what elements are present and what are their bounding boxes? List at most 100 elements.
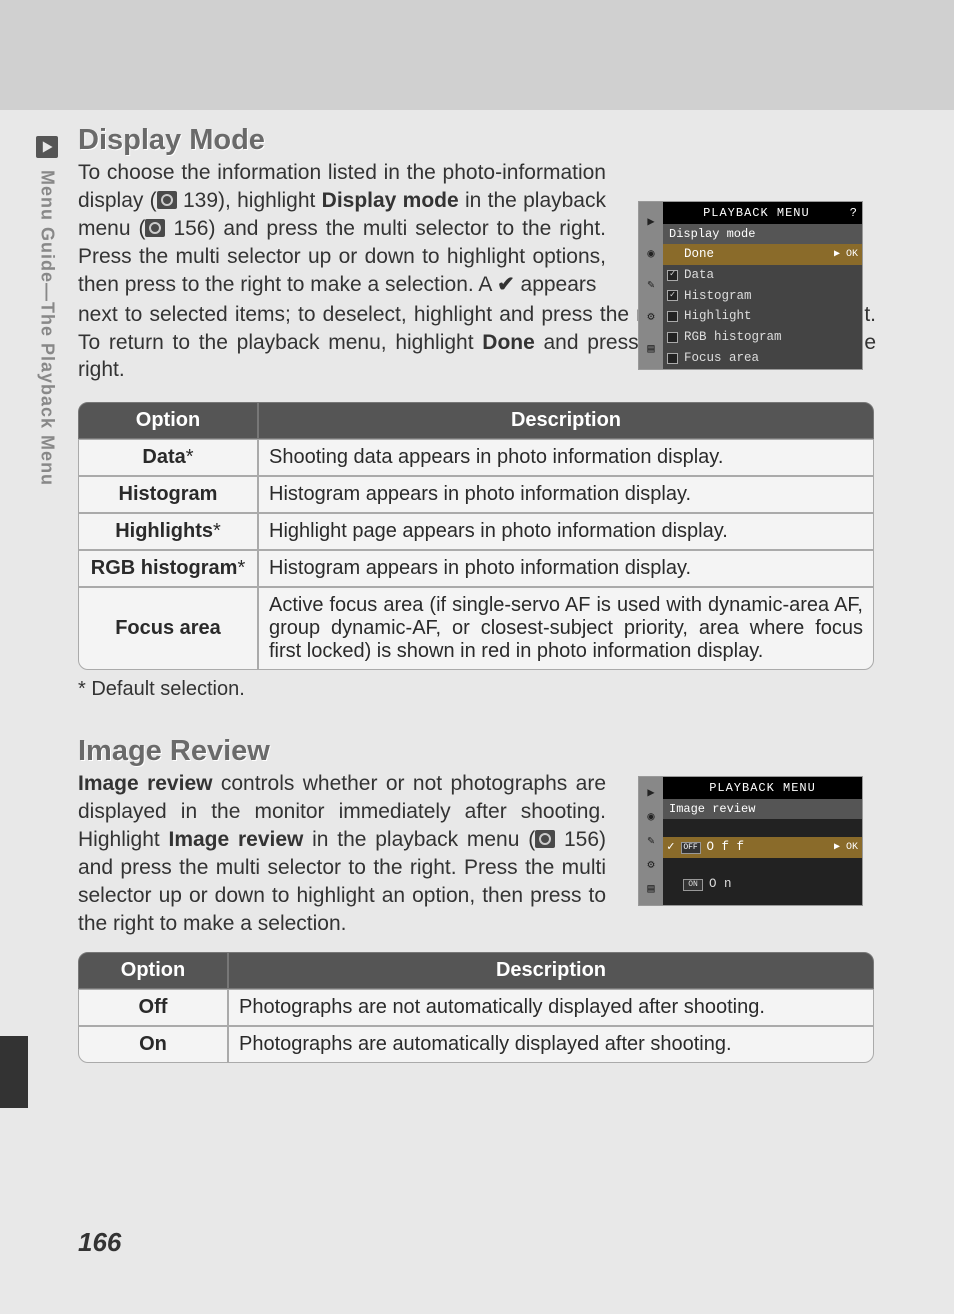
page-edge-tab <box>0 1036 28 1108</box>
display-mode-paragraph-1: To choose the information listed in the … <box>78 159 606 299</box>
lcd-title: PLAYBACK MENU <box>663 777 862 799</box>
opt-cell: Highlights* <box>78 513 258 550</box>
lcd-item-focus: Focus area <box>663 348 862 369</box>
text: RGB histogram <box>684 328 782 347</box>
lcd-title: PLAYBACK MENU ? <box>663 202 862 224</box>
checkbox-icon <box>667 353 678 364</box>
page-content: Display Mode To choose the information l… <box>78 124 876 1063</box>
table-row: Focus area Active focus area (if single-s… <box>78 587 874 670</box>
lcd-subtitle: Display mode <box>663 224 862 244</box>
sidebar-label: Menu Guide—The Playback Menu <box>37 170 58 486</box>
bold-image-review: Image review <box>78 772 212 795</box>
section-title-display-mode: Display Mode <box>78 124 876 157</box>
text: Histogram <box>684 287 752 306</box>
play-icon: ▶ <box>647 784 654 802</box>
star: * <box>213 520 221 542</box>
desc-cell: Highlight page appears in photo informat… <box>258 513 874 550</box>
lcd-tab-icons: ▶ ◉ ✎ ⚙ ▤ <box>639 777 663 905</box>
lcd-item-done: Done ▶ OK <box>663 244 862 265</box>
text: Highlight <box>684 307 752 326</box>
play-icon: ▶ <box>647 213 654 231</box>
manual-ref-icon <box>535 830 555 848</box>
desc-cell: Histogram appears in photo information d… <box>258 550 874 587</box>
table-row: Highlights*Highlight page appears in pho… <box>78 513 874 550</box>
lcd-item-on: ON O n <box>663 874 862 895</box>
off-icon: OFF <box>681 842 701 854</box>
table-row: Histogram Histogram appears in photo info… <box>78 476 874 513</box>
text: O n <box>709 875 732 894</box>
recent-icon: ▤ <box>647 880 654 898</box>
checkbox-icon: ✓ <box>667 290 678 301</box>
pencil-icon: ✎ <box>647 832 654 850</box>
col-description: Description <box>228 952 874 989</box>
ok-indicator: ▶ OK <box>834 840 858 855</box>
star: * <box>237 557 245 579</box>
table-row: OffPhotographs are not automatically dis… <box>78 989 874 1026</box>
table-header-row: Option Description <box>78 402 874 439</box>
col-option: Option <box>78 402 258 439</box>
camera-icon: ◉ <box>647 245 654 263</box>
sidebar: Menu Guide—The Playback Menu <box>36 136 58 556</box>
text: O f f <box>707 838 745 857</box>
text: Focus area <box>684 349 759 368</box>
desc-cell: Photographs are not automatically displa… <box>228 989 874 1026</box>
bold-done: Done <box>482 331 535 354</box>
on-icon: ON <box>683 879 703 891</box>
lcd-item-off: ✓ OFF O f f ▶ OK <box>663 837 862 858</box>
checkbox-icon: ✓ <box>667 270 678 281</box>
desc-cell: Active focus area (if single-servo AF is… <box>258 587 874 670</box>
lcd-item-data: ✓ Data <box>663 265 862 286</box>
image-review-table: Option Description OffPhotographs are no… <box>78 952 874 1063</box>
text: appears <box>515 273 597 296</box>
pencil-icon: ✎ <box>647 276 654 294</box>
recent-icon: ▤ <box>647 340 654 358</box>
text: Data <box>684 266 714 285</box>
opt-cell: Off <box>78 989 228 1026</box>
text: in the playback menu ( <box>303 828 535 851</box>
check-icon: ✓ <box>667 838 675 857</box>
text: Focus area <box>115 617 221 639</box>
col-description: Description <box>258 402 874 439</box>
footnote-default: * Default selection. <box>78 678 876 701</box>
bold-image-review-2: Image review <box>169 828 304 851</box>
manual-ref-icon <box>145 219 165 237</box>
lcd-item-histogram: ✓ Histogram <box>663 286 862 307</box>
table-row: RGB histogram*Histogram appears in photo… <box>78 550 874 587</box>
setup-icon: ⚙ <box>647 856 654 874</box>
bold-display-mode: Display mode <box>322 189 459 212</box>
text: RGB histogram <box>91 557 238 579</box>
check-glyph: ✔ <box>497 273 515 296</box>
desc-cell: Shooting data appears in photo informati… <box>258 439 874 476</box>
opt-cell: Focus area <box>78 587 258 670</box>
lcd-display-mode: ▶ ◉ ✎ ⚙ ▤ PLAYBACK MENU ? Display mode D… <box>638 201 863 370</box>
page-number: 166 <box>78 1227 121 1258</box>
display-mode-table: Option Description Data*Shooting data ap… <box>78 402 874 670</box>
lcd-tab-icons: ▶ ◉ ✎ ⚙ ▤ <box>639 202 663 369</box>
text: Done <box>684 245 714 264</box>
image-review-paragraph: Image review controls whether or not pho… <box>78 770 606 938</box>
top-band <box>0 0 954 110</box>
ok-indicator: ▶ OK <box>834 247 858 262</box>
setup-icon: ⚙ <box>647 308 654 326</box>
playback-menu-icon <box>36 136 58 158</box>
section-title-image-review: Image Review <box>78 735 876 768</box>
opt-cell: Data* <box>78 439 258 476</box>
text: Histogram <box>119 483 218 505</box>
opt-cell: RGB histogram* <box>78 550 258 587</box>
table-row: Data*Shooting data appears in photo info… <box>78 439 874 476</box>
text: Data <box>142 446 185 468</box>
table-row: OnPhotographs are automatically displaye… <box>78 1026 874 1063</box>
checkbox-icon <box>667 311 678 322</box>
lcd-item-rgb: RGB histogram <box>663 327 862 348</box>
camera-icon: ◉ <box>647 808 654 826</box>
opt-cell: On <box>78 1026 228 1063</box>
text: 139), highlight <box>177 189 322 212</box>
col-option: Option <box>78 952 228 989</box>
desc-cell: Photographs are automatically displayed … <box>228 1026 874 1063</box>
manual-ref-icon <box>157 191 177 209</box>
text: Highlights <box>115 520 213 542</box>
table-header-row: Option Description <box>78 952 874 989</box>
text: PLAYBACK MENU <box>703 206 810 220</box>
lcd-item-highlight: Highlight <box>663 306 862 327</box>
desc-cell: Histogram appears in photo information d… <box>258 476 874 513</box>
